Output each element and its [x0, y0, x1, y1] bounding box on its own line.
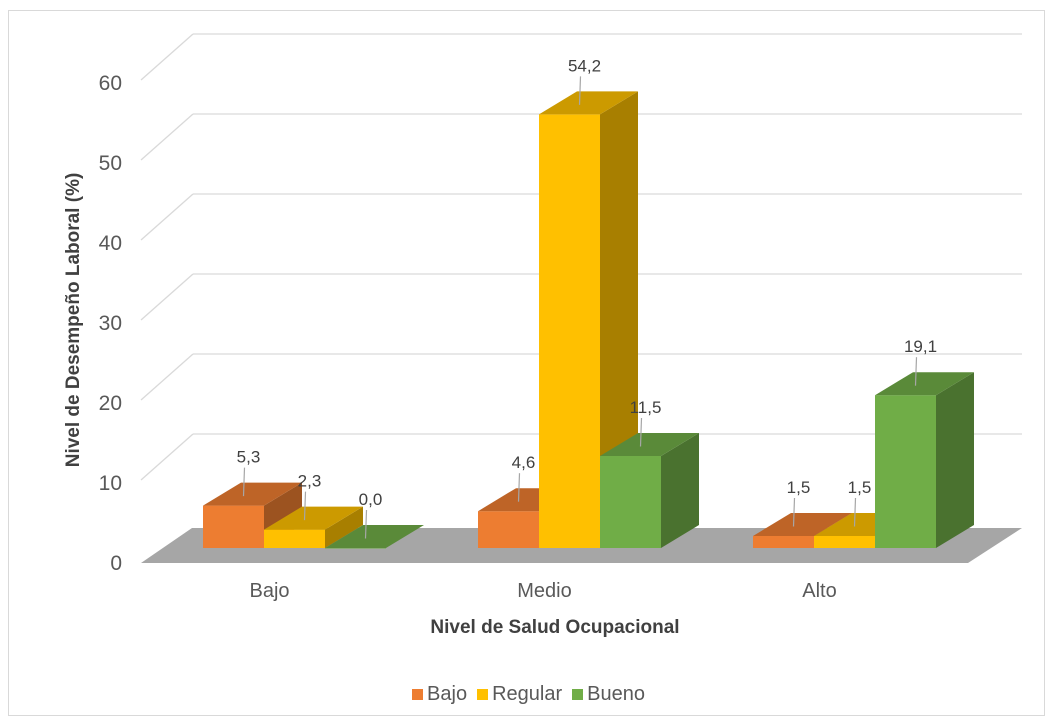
bar-bueno-medio	[600, 433, 699, 548]
bar-top	[753, 513, 852, 536]
bar-front	[478, 511, 539, 548]
data-label: 1,5	[787, 478, 811, 497]
gridline-side	[140, 113, 194, 161]
legend-item: Bajo	[412, 683, 467, 706]
legend-swatch	[572, 689, 584, 700]
bar-front	[539, 114, 600, 549]
gridline-side	[140, 433, 194, 481]
data-label-leader	[578, 76, 582, 105]
bar-front	[753, 536, 814, 548]
data-label: 0,0	[359, 490, 383, 509]
data-label-leader	[242, 467, 246, 497]
bar-bueno-bajo	[325, 525, 424, 549]
y-tick-label: 60	[99, 72, 122, 95]
x-tick-label: Bajo	[249, 580, 289, 602]
bar-top	[325, 525, 424, 548]
bar-bajo-bajo	[203, 482, 302, 548]
data-label-leader	[517, 473, 521, 502]
legend-label: Bajo	[427, 683, 468, 705]
data-label: 19,1	[904, 337, 937, 356]
data-label-leader	[303, 491, 307, 521]
bar-top	[203, 482, 302, 506]
data-label: 4,6	[512, 453, 536, 472]
bar-top	[264, 506, 363, 530]
data-label: 11,5	[630, 398, 662, 417]
legend-item: Bueno	[572, 683, 645, 706]
bar-front	[600, 456, 661, 548]
bar-side	[936, 372, 974, 548]
bar-front	[203, 505, 264, 548]
y-tick-label: 30	[99, 312, 122, 335]
y-tick-label: 20	[99, 392, 122, 415]
data-label: 1,5	[848, 478, 872, 497]
bar-side	[600, 91, 638, 549]
gridline-side	[140, 353, 194, 401]
bar-front	[325, 548, 386, 549]
bar-regular-bajo	[264, 506, 363, 548]
data-label: 5,3	[237, 448, 261, 467]
bar-front	[264, 529, 325, 548]
data-label-leader	[792, 497, 796, 527]
y-tick-label: 10	[99, 472, 122, 495]
bar-top	[875, 372, 974, 396]
gridline-side	[140, 193, 194, 241]
bar-front	[814, 536, 875, 548]
bar-side	[661, 433, 699, 548]
data-label-leader	[853, 497, 857, 527]
x-tick-label: Alto	[802, 580, 836, 602]
data-label-leader	[914, 357, 918, 386]
x-axis-title: Nivel de Salud Ocupacional	[430, 617, 679, 638]
legend-label: Bueno	[587, 683, 645, 705]
y-tick-label: 50	[99, 152, 122, 175]
legend-swatch	[477, 689, 489, 700]
bar-top	[600, 433, 699, 456]
y-tick-label: 0	[110, 552, 122, 575]
bar-front	[875, 395, 936, 548]
chart-frame	[8, 10, 1045, 716]
data-label: 54,2	[568, 56, 601, 75]
legend-swatch	[412, 689, 424, 700]
y-tick-label: 40	[99, 232, 122, 255]
gridline-side	[140, 33, 194, 81]
y-axis-title: Nivel de Desempeño Laboral (%)	[63, 173, 84, 468]
bar-top	[539, 91, 638, 115]
data-label: 2,3	[298, 472, 322, 491]
bar-regular-medio	[539, 91, 638, 549]
legend-item: Regular	[477, 683, 562, 706]
bar-side	[325, 506, 363, 548]
legend: Bajo Regular Bueno	[0, 683, 1057, 706]
gridline-side	[140, 273, 194, 321]
bar-bueno-alto	[875, 372, 974, 548]
data-label-leader	[639, 417, 643, 447]
x-tick-label: Medio	[517, 580, 571, 602]
legend-label: Regular	[492, 683, 563, 705]
data-label-leader	[364, 509, 368, 539]
